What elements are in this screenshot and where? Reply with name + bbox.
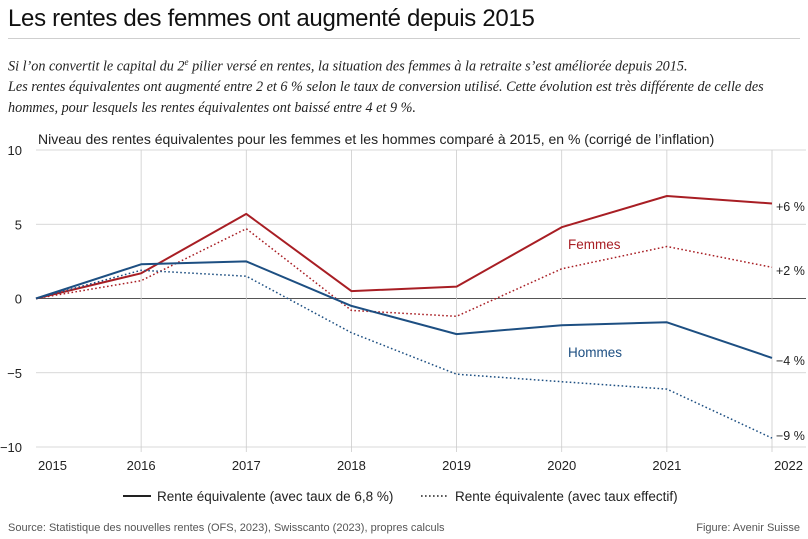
subtitle-text-b: pilier versé en rentes, la situation des… bbox=[188, 58, 688, 75]
x-tick-label: 2017 bbox=[232, 458, 261, 473]
x-axis: 2015 2016 2017 2018 2019 2020 2021 2022 bbox=[38, 458, 803, 473]
figure-credit: Figure: Avenir Suisse bbox=[696, 522, 800, 534]
subtitle-text-a: Si l’on convertit le capital du 2 bbox=[8, 58, 185, 75]
legend: Rente équivalente (avec taux de 6,8 %) R… bbox=[123, 489, 678, 504]
y-tick-label: 5 bbox=[15, 217, 22, 232]
series-line-hommes-solid bbox=[35, 260, 773, 359]
x-tick-label: 2015 bbox=[38, 458, 67, 473]
x-tick-label: 2018 bbox=[337, 458, 366, 473]
legend-solid-label: Rente équivalente (avec taux de 6,8 %) bbox=[157, 489, 393, 504]
x-tick-label: 2019 bbox=[442, 458, 471, 473]
series-line-hommes-dotted bbox=[35, 269, 773, 439]
y-tick-label: −10 bbox=[0, 440, 22, 455]
series bbox=[35, 195, 773, 439]
x-tick-label: 2020 bbox=[547, 458, 576, 473]
legend-dotted-label: Rente équivalente (avec taux effectif) bbox=[455, 489, 678, 504]
x-tick-label: 2016 bbox=[127, 458, 156, 473]
series-line-femmes-solid bbox=[35, 195, 773, 300]
end-label-femmes-solid: +6 % bbox=[776, 200, 805, 214]
end-label-hommes-dotted: −9 % bbox=[776, 429, 805, 443]
page-title: Les rentes des femmes ont augmenté depui… bbox=[8, 5, 535, 32]
group-label-hommes: Hommes bbox=[568, 345, 622, 360]
subtitle-line-2: Les rentes équivalentes ont augmenté ent… bbox=[8, 79, 764, 116]
end-label-femmes-dotted: +2 % bbox=[776, 264, 805, 278]
y-tick-label: 0 bbox=[15, 292, 22, 307]
subtitle-line-1: Si l’on convertit le capital du 2e pilie… bbox=[8, 52, 800, 77]
title-divider bbox=[8, 38, 800, 39]
y-tick-label: −5 bbox=[7, 366, 22, 381]
chart-title: Niveau des rentes équivalentes pour les … bbox=[38, 131, 714, 147]
subtitle-superscript: e bbox=[184, 57, 189, 67]
end-label-hommes-solid: −4 % bbox=[776, 354, 805, 368]
x-tick-label: 2021 bbox=[652, 458, 681, 473]
grid bbox=[36, 149, 806, 452]
y-axis: 10 5 0 −5 −10 bbox=[0, 143, 22, 455]
group-label-femmes: Femmes bbox=[568, 237, 621, 252]
y-tick-label: 10 bbox=[8, 143, 22, 158]
series-line-femmes-dotted bbox=[35, 227, 773, 318]
source-note: Source: Statistique des nouvelles rentes… bbox=[8, 522, 445, 534]
subtitle: Si l’on convertit le capital du 2e pilie… bbox=[8, 52, 800, 118]
x-tick-label: 2022 bbox=[774, 458, 803, 473]
